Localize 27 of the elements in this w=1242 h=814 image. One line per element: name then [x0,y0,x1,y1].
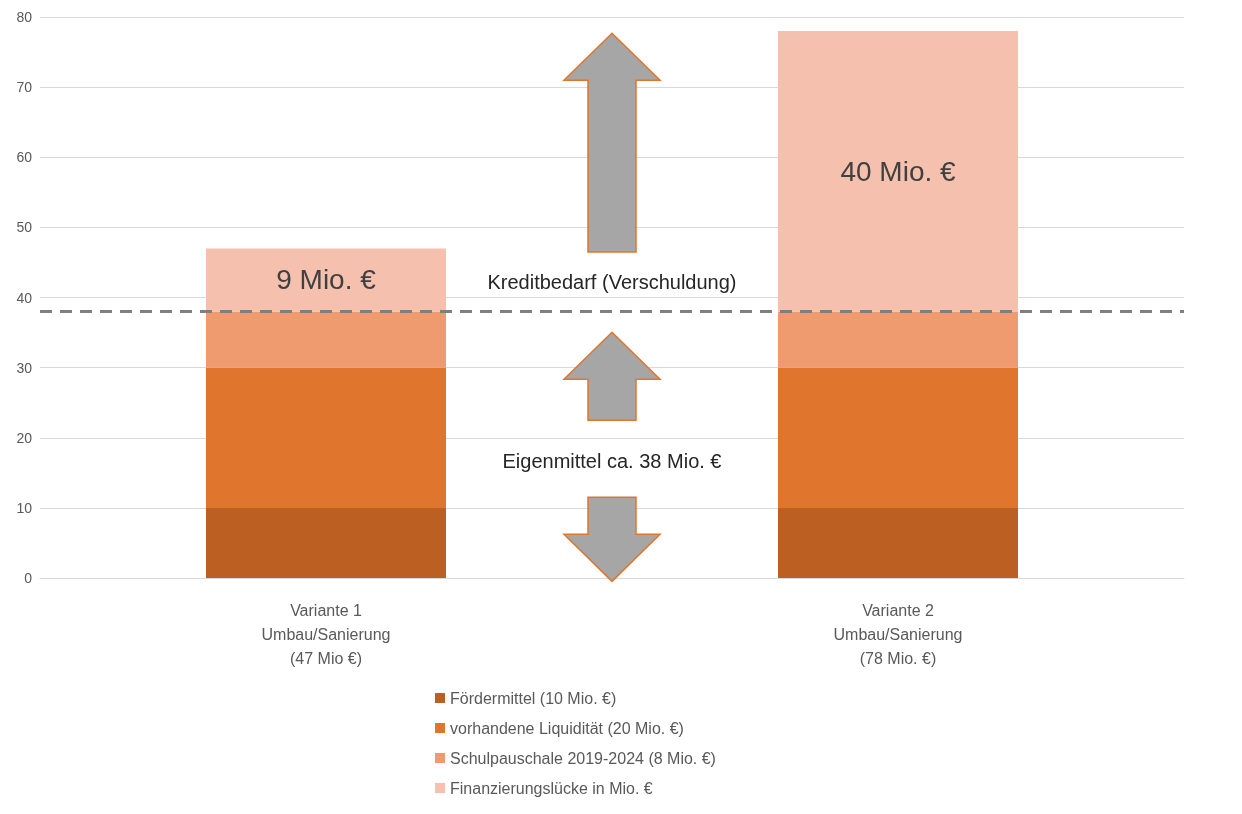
bar [778,507,1018,578]
y-tick-label: 60 [16,149,33,166]
x-tick-label: Variante 2 Umbau/Sanierung (78 Mio. €) [833,601,963,667]
y-tick-label: 20 [16,429,33,446]
x-tick-label: Variante 1 Umbau/Sanierung (47 Mio €) [261,601,391,667]
bar [206,248,446,312]
y-tick-label: 0 [24,570,33,586]
bar [778,311,1018,368]
bar [206,507,446,578]
bar [778,367,1018,508]
y-tick-label: 50 [16,219,33,236]
annotation: Eigenmittel ca. 38 Mio. € [502,450,722,473]
y-tick-label: 80 [16,9,33,25]
y-tick-label: 70 [16,79,33,96]
y-tick-label: 30 [16,359,33,376]
annotation: Kreditbedarf (Verschuldung) [487,270,737,293]
legend-label: Schulpauschale 2019-2024 (8 Mio. €) [450,749,716,767]
y-tick-label: 10 [16,499,33,516]
bar [206,367,446,508]
bar [778,31,1018,312]
data-label: 40 Mio. € [840,155,957,187]
legend-label: Finanzierungslücke in Mio. € [450,779,653,797]
y-tick-label: 40 [16,289,33,306]
legend-label: Fördermittel (10 Mio. €) [450,689,617,707]
legend-label: vorhandene Liquidität (20 Mio. €) [450,719,684,737]
data-label: 9 Mio. € [276,264,377,296]
bar [206,311,446,368]
